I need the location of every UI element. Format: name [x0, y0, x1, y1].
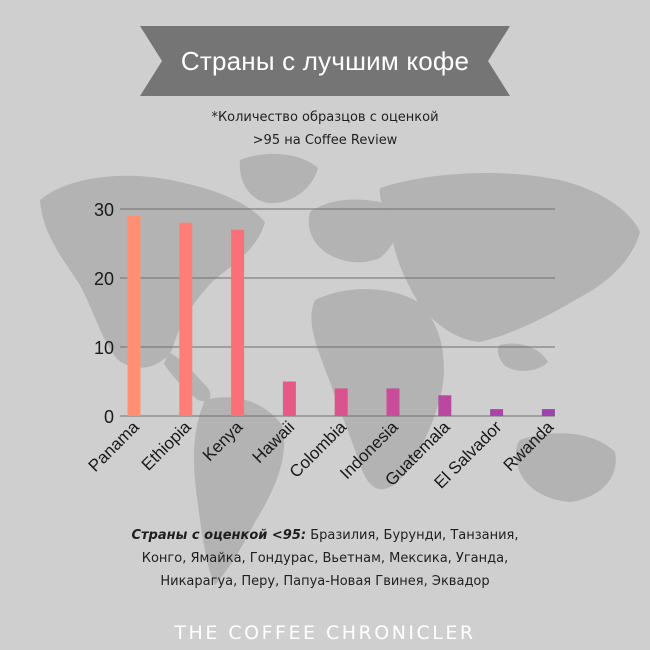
footnote-line-1-text: Бразилия, Бурунди, Танзания,: [310, 528, 519, 543]
bar-panama: [127, 215, 141, 416]
map-africa: [311, 288, 444, 490]
footnote-line-3: Никарагуа, Перу, Папуа-Новая Гвинея, Экв…: [160, 574, 490, 589]
bar-ethiopia: [179, 222, 193, 416]
y-tick-label: 0: [104, 407, 114, 427]
map-greenland: [239, 153, 318, 204]
bar-hawaii: [282, 381, 296, 416]
banner-ribbon-shape: [140, 26, 510, 96]
map-asia: [379, 173, 640, 342]
map-south-america: [193, 397, 285, 585]
brand-footer: THE COFFEE CHRONICLER: [174, 622, 476, 644]
map-southeast-asia: [497, 343, 548, 371]
map-australia: [515, 433, 616, 502]
chart-title: Страны с лучшим кофе: [180, 45, 470, 76]
subtitle-line-2: >95 на Coffee Review: [252, 133, 398, 148]
bar-indonesia: [386, 388, 400, 416]
bar-el-salvador: [490, 409, 504, 416]
footnote-line-1: Страны с оценкой <95: Бразилия, Бурунди,…: [80, 528, 570, 543]
bar-colombia: [334, 388, 348, 416]
footnote-label: Страны с оценкой <95:: [131, 528, 307, 543]
map-europe: [308, 199, 399, 263]
subtitle-line-1: *Количество образцов с оценкой: [211, 110, 439, 125]
y-tick-label: 10: [94, 338, 114, 358]
bars: [127, 215, 555, 416]
y-tick-label: 20: [94, 269, 114, 289]
y-axis-ticks: 0 10 20 30: [94, 200, 114, 427]
y-tick-label: 30: [94, 200, 114, 220]
bar-rwanda: [541, 409, 555, 416]
title-banner: [140, 26, 510, 96]
bar-kenya: [231, 229, 245, 416]
bar-guatemala: [438, 395, 452, 416]
map-north-america: [40, 175, 265, 368]
footnote-line-2: Конго, Ямайка, Гондурас, Вьетнам, Мексик…: [141, 551, 509, 566]
x-tick-label: Ethiopia: [138, 417, 195, 474]
